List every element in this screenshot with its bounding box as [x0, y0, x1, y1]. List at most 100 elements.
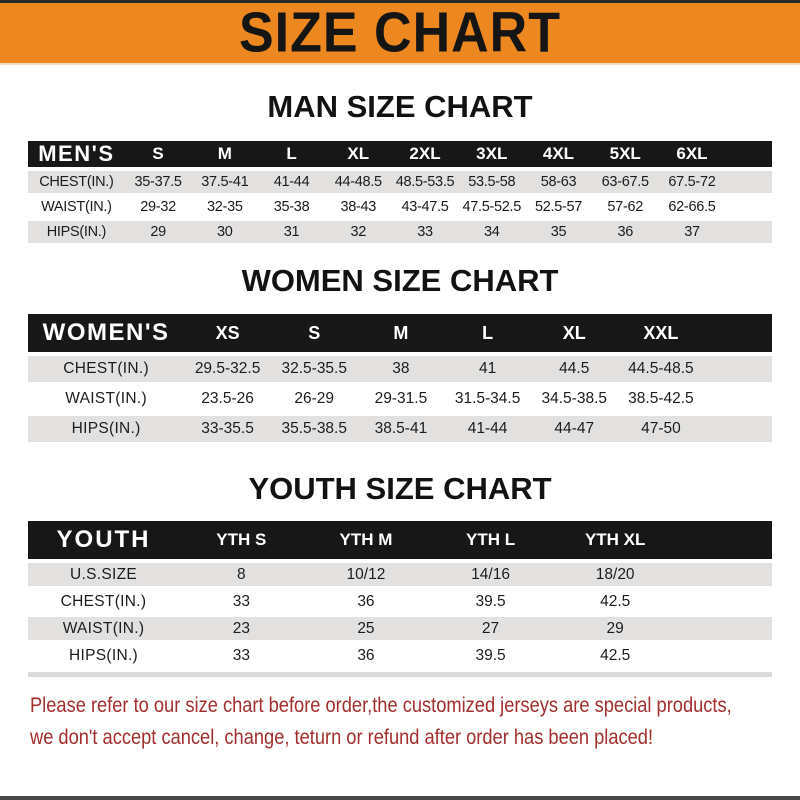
size-column-header: L	[444, 314, 531, 356]
youth-size-table: YOUTH YTH S YTH M YTH L YTH XL U.S.SIZE 8 10/12…	[28, 521, 772, 671]
size-value-cell: 33	[179, 644, 304, 671]
row-filler	[725, 196, 772, 221]
size-column-header: XXL	[617, 314, 705, 356]
row-label: HIPS(IN.)	[28, 221, 125, 246]
row-label: HIPS(IN.)	[28, 416, 185, 446]
table-header-row: MEN'S S M L XL 2XL 3XL 4XL 5XL 6XL	[28, 141, 772, 171]
table-row: U.S.SIZE 8 10/12 14/16 18/20	[28, 563, 772, 590]
size-value-cell: 44-48.5	[324, 171, 392, 196]
footer-note: Please refer to our size chart before or…	[0, 690, 800, 754]
size-column-header: 3XL	[458, 141, 526, 171]
size-value-cell: 67.5-72	[658, 171, 726, 196]
size-value-cell: 8	[179, 563, 304, 590]
size-column-header: YTH S	[179, 521, 304, 563]
table-row: CHEST(IN.) 33 36 39.5 42.5	[28, 590, 772, 617]
row-label: CHEST(IN.)	[28, 590, 180, 617]
row-filler	[725, 221, 772, 246]
youth-size-chart-section: YOUTH SIZE CHART YOUTH YTH S YTH M YTH L YTH…	[0, 473, 800, 677]
size-column-header: L	[258, 141, 325, 171]
size-value-cell: 47.5-52.5	[458, 196, 526, 221]
row-filler	[677, 590, 772, 617]
size-value-cell: 47-50	[617, 416, 705, 446]
man-size-chart-title: MAN SIZE CHART	[267, 89, 533, 124]
table-row: WAIST(IN.) 29-32 32-35 35-38 38-43 43-47.5 47.…	[28, 196, 772, 221]
size-value-cell: 35-37.5	[124, 171, 192, 196]
row-label: U.S.SIZE	[28, 563, 180, 590]
row-filler	[677, 617, 772, 644]
header-filler	[677, 521, 772, 563]
size-column-header: XL	[324, 141, 392, 171]
size-value-cell: 52.5-57	[525, 196, 592, 221]
table-row: CHEST(IN.) 29.5-32.5 32.5-35.5 38 41 44.5 44.5…	[28, 356, 772, 386]
size-value-cell: 31	[258, 221, 325, 246]
size-value-cell: 32	[324, 221, 392, 246]
size-value-cell: 32.5-35.5	[270, 356, 358, 386]
table-bottom-strip	[28, 672, 772, 677]
size-value-cell: 34.5-38.5	[530, 386, 618, 416]
size-value-cell: 25	[303, 617, 429, 644]
size-column-header: M	[191, 141, 259, 171]
row-label: CHEST(IN.)	[28, 171, 125, 196]
size-value-cell: 29	[124, 221, 192, 246]
women-size-chart-section: WOMEN SIZE CHART WOMEN'S XS S M L XL XXL CHEST(…	[0, 265, 800, 446]
men-size-table: MEN'S S M L XL 2XL 3XL 4XL 5XL 6XL CHEST(IN.) 35-37…	[28, 141, 772, 246]
header-filler	[704, 314, 772, 356]
size-value-cell: 53.5-58	[458, 171, 526, 196]
size-value-cell: 41-44	[444, 416, 531, 446]
banner-title: SIZE CHART	[239, 1, 561, 65]
size-value-cell: 29-31.5	[357, 386, 445, 416]
size-value-cell: 39.5	[428, 644, 553, 671]
size-value-cell: 58-63	[525, 171, 592, 196]
size-value-cell: 29.5-32.5	[184, 356, 271, 386]
table-row: WAIST(IN.) 23 25 27 29	[28, 617, 772, 644]
row-label: WAIST(IN.)	[28, 196, 125, 221]
footer-line-1: Please refer to our size chart before or…	[30, 694, 732, 717]
size-value-cell: 39.5	[428, 590, 553, 617]
size-value-cell: 33-35.5	[184, 416, 271, 446]
women-size-chart-title: WOMEN SIZE CHART	[241, 263, 559, 298]
table-row: CHEST(IN.) 35-37.5 37.5-41 41-44 44-48.5 48.5…	[28, 171, 772, 196]
row-filler	[704, 386, 772, 416]
row-label: WAIST(IN.)	[28, 617, 180, 644]
row-filler	[677, 563, 772, 590]
size-value-cell: 33	[391, 221, 459, 246]
size-value-cell: 43-47.5	[391, 196, 459, 221]
table-row: HIPS(IN.) 29 30 31 32 33 34 35 36 37	[28, 221, 772, 246]
table-header-row: WOMEN'S XS S M L XL XXL	[28, 314, 772, 356]
row-filler	[704, 416, 772, 446]
size-value-cell: 29	[552, 617, 678, 644]
size-value-cell: 35-38	[258, 196, 325, 221]
size-value-cell: 38.5-41	[357, 416, 445, 446]
size-value-cell: 29-32	[124, 196, 192, 221]
size-value-cell: 23.5-26	[184, 386, 271, 416]
table-row: HIPS(IN.) 33 36 39.5 42.5	[28, 644, 772, 671]
size-value-cell: 37.5-41	[191, 171, 259, 196]
youth-size-chart-title: YOUTH SIZE CHART	[248, 471, 552, 506]
table-row: WAIST(IN.) 23.5-26 26-29 29-31.5 31.5-34.5 34…	[28, 386, 772, 416]
row-filler	[677, 644, 772, 671]
size-column-header: YTH L	[428, 521, 553, 563]
table-header-row: YOUTH YTH S YTH M YTH L YTH XL	[28, 521, 772, 563]
size-value-cell: 32-35	[191, 196, 259, 221]
size-value-cell: 36	[591, 221, 659, 246]
table-header-label: MEN'S	[28, 141, 125, 171]
size-value-cell: 38	[357, 356, 445, 386]
women-size-table: WOMEN'S XS S M L XL XXL CHEST(IN.) 29.5-32.5 32.5…	[28, 314, 772, 446]
size-value-cell: 33	[179, 590, 304, 617]
size-value-cell: 35.5-38.5	[270, 416, 358, 446]
row-label: HIPS(IN.)	[28, 644, 180, 671]
size-column-header: 2XL	[391, 141, 459, 171]
table-header-label: YOUTH	[28, 521, 180, 563]
row-filler	[704, 356, 772, 386]
size-value-cell: 30	[191, 221, 259, 246]
size-value-cell: 41-44	[258, 171, 325, 196]
size-column-header: S	[124, 141, 192, 171]
size-value-cell: 37	[658, 221, 726, 246]
footer-line-2: we don't accept cancel, change, teturn o…	[30, 726, 654, 749]
size-value-cell: 31.5-34.5	[444, 386, 531, 416]
row-label: WAIST(IN.)	[28, 386, 185, 416]
size-value-cell: 36	[303, 644, 429, 671]
size-value-cell: 48.5-53.5	[391, 171, 459, 196]
size-value-cell: 35	[525, 221, 592, 246]
